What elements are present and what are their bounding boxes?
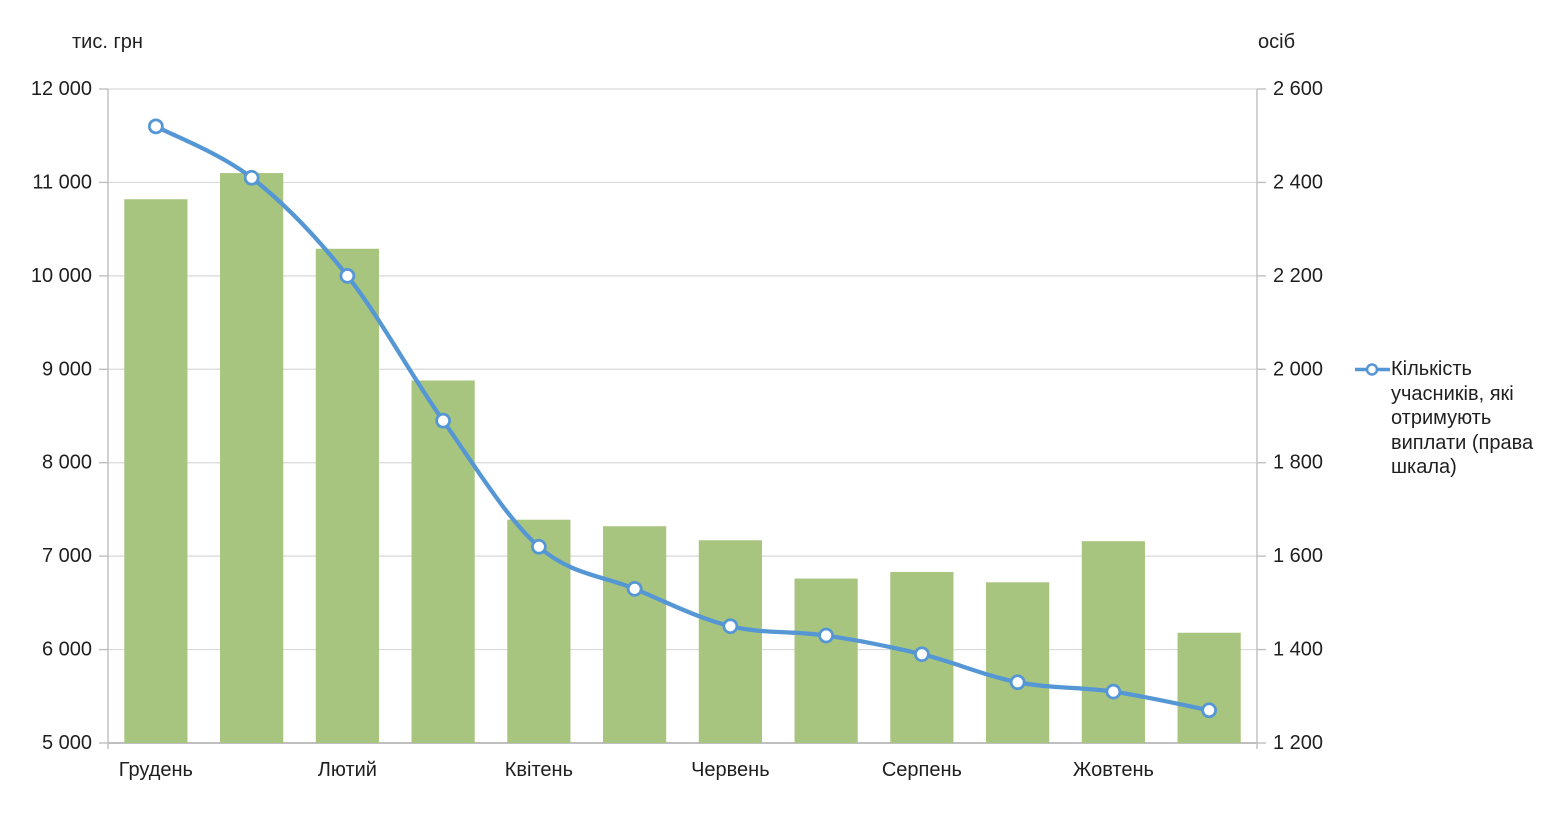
right-axis-tick-label: 2 600 xyxy=(1273,78,1323,100)
line-marker xyxy=(626,580,643,597)
left-axis-tick-label: 10 000 xyxy=(31,265,92,287)
x-axis-category-label: Лютий xyxy=(318,759,377,781)
right-axis-tick-label: 2 400 xyxy=(1273,171,1323,193)
line-marker xyxy=(339,267,356,284)
bar xyxy=(411,380,475,743)
line-series-legend-icon xyxy=(1355,363,1390,376)
x-axis-category-label: Серпень xyxy=(882,759,962,781)
line-marker xyxy=(148,118,164,135)
right-axis-title: осіб xyxy=(1258,31,1296,53)
bar xyxy=(315,248,379,743)
left-axis-title: тис. грн xyxy=(72,31,143,53)
right-axis-tick-label: 1 200 xyxy=(1273,732,1323,754)
line-marker xyxy=(722,618,739,635)
line-marker xyxy=(818,627,834,644)
left-axis-tick-label: 5 000 xyxy=(42,732,92,754)
bar xyxy=(794,578,858,743)
line-marker xyxy=(531,538,547,555)
x-axis-category-label: Червень xyxy=(691,759,770,781)
right-axis-tick-label: 2 000 xyxy=(1273,358,1323,380)
bar xyxy=(1177,632,1241,743)
legend-marker-sample xyxy=(1365,363,1379,376)
line-marker xyxy=(435,412,451,429)
left-axis-tick-label: 11 000 xyxy=(32,171,92,193)
line-marker xyxy=(1009,674,1026,691)
legend-label: Кількість учасників, які отримують випла… xyxy=(1391,358,1534,478)
x-axis-category-label: Квітень xyxy=(505,759,573,781)
x-axis-category-label: Грудень xyxy=(119,759,193,781)
left-axis-tick-label: 7 000 xyxy=(42,545,92,567)
line-marker xyxy=(1105,683,1122,700)
bar xyxy=(220,173,284,744)
bar xyxy=(698,540,762,743)
line-marker xyxy=(243,169,260,186)
bar xyxy=(603,526,667,743)
right-axis-tick-label: 2 200 xyxy=(1273,265,1323,287)
legend: Кількість учасників, які отримують випла… xyxy=(1354,357,1534,480)
left-axis-tick-label: 6 000 xyxy=(42,639,92,661)
right-axis-tick-label: 1 800 xyxy=(1273,452,1323,474)
left-axis-tick-label: 9 000 xyxy=(42,358,92,380)
bar xyxy=(1081,541,1145,743)
bar xyxy=(986,582,1050,743)
x-axis-category-label: Жовтень xyxy=(1073,759,1154,781)
line-marker xyxy=(1201,702,1217,719)
right-axis-tick-label: 1 600 xyxy=(1273,545,1323,567)
line-marker xyxy=(914,646,930,663)
bar xyxy=(124,199,188,743)
left-axis-tick-label: 8 000 xyxy=(42,452,92,474)
bar xyxy=(507,519,571,743)
right-axis-tick-label: 1 400 xyxy=(1273,639,1323,661)
line-series xyxy=(153,124,1212,713)
left-axis-tick-label: 12 000 xyxy=(31,78,92,100)
